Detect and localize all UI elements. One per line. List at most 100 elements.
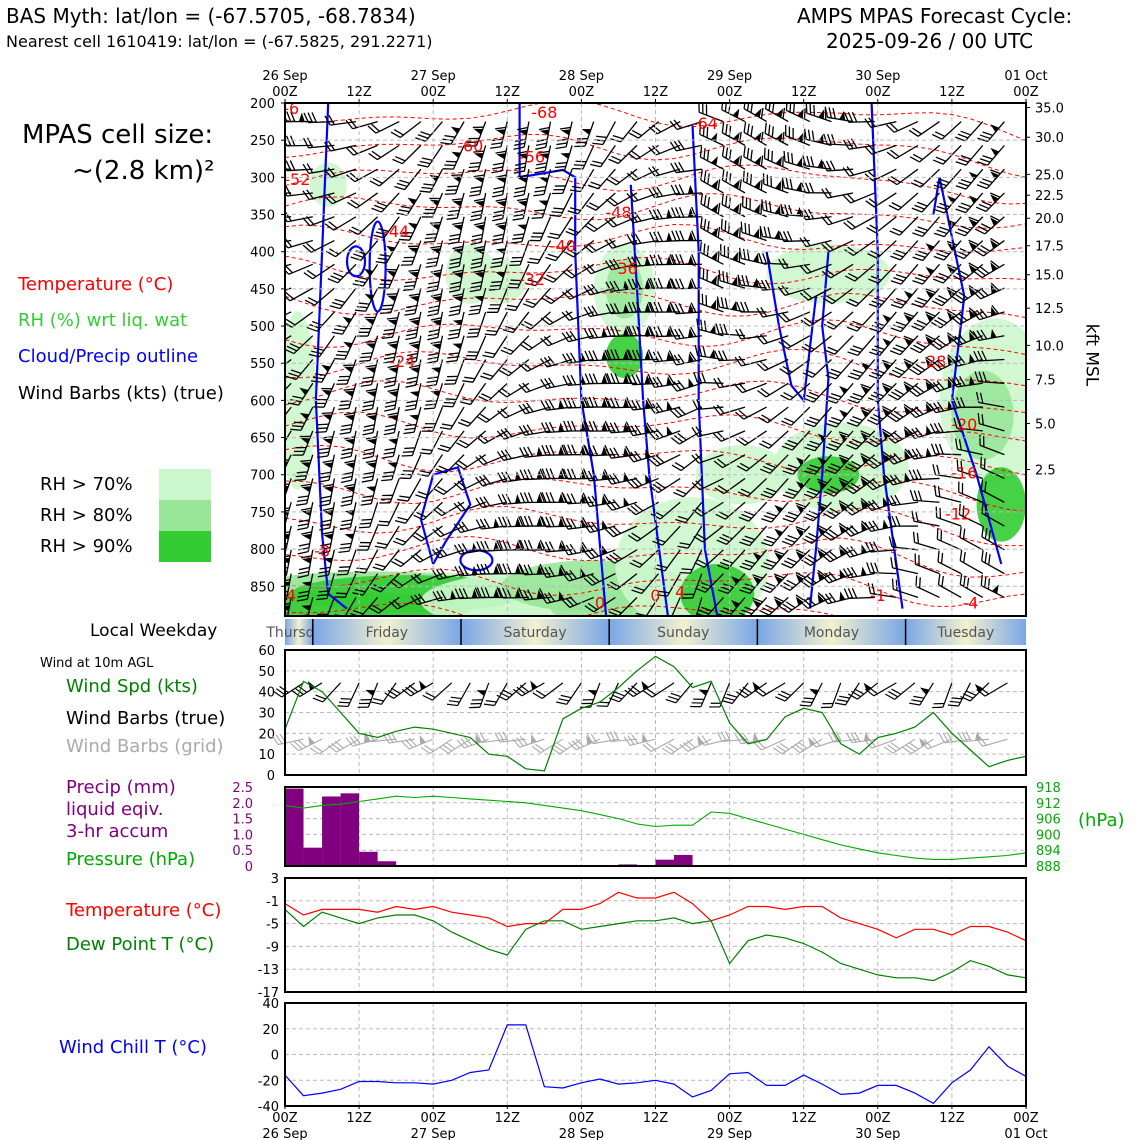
temperature-label: -16 xyxy=(951,463,977,482)
barb-flag xyxy=(561,332,569,343)
barb-flag xyxy=(652,403,660,413)
nearest-cell-subtitle: Nearest cell 1610419: lat/lon = (-67.582… xyxy=(6,32,433,51)
barb-flag xyxy=(544,295,555,302)
barb-shaft xyxy=(685,501,703,524)
barb-flag xyxy=(545,256,556,262)
barb-flag xyxy=(689,351,697,362)
barb-flag xyxy=(968,216,979,222)
wind-barb xyxy=(442,383,465,408)
barb-flag xyxy=(648,431,657,441)
barb-flag xyxy=(724,195,728,207)
wind-barb xyxy=(292,430,314,456)
barb-shaft xyxy=(812,359,832,378)
barb-flag xyxy=(417,164,429,168)
barb-flag xyxy=(358,526,370,529)
barb-flag xyxy=(981,550,984,562)
wind-barb xyxy=(442,145,465,170)
barb-shaft xyxy=(285,478,292,504)
wind-barb xyxy=(417,145,444,168)
barb-pennant xyxy=(388,343,398,350)
barb-shaft xyxy=(457,682,471,706)
barb-flag xyxy=(830,463,841,469)
barb-shaft xyxy=(535,263,552,286)
wind-barb xyxy=(302,239,335,253)
pressure-unit-label: (hPa) xyxy=(1078,810,1125,831)
barb-shaft xyxy=(650,738,675,752)
top-hour-label: 12Z xyxy=(495,85,521,100)
barb-pennant xyxy=(558,493,565,503)
barb-flag xyxy=(799,265,808,274)
barb-pennant xyxy=(731,276,738,286)
wind-barb-grid xyxy=(734,732,767,745)
barb-flag xyxy=(849,395,861,401)
barb-shaft xyxy=(764,157,789,170)
barb-flag xyxy=(913,322,925,329)
barb-shaft xyxy=(979,423,1005,432)
barb-flag xyxy=(287,402,299,406)
barb-flag xyxy=(821,554,831,563)
barb-flag xyxy=(958,158,969,163)
barb-flag xyxy=(652,540,663,546)
barb-flag xyxy=(609,447,616,458)
barb-flag xyxy=(385,400,397,404)
barb-shaft xyxy=(808,287,832,301)
barb-flag xyxy=(581,702,593,705)
barb-flag xyxy=(794,743,804,752)
barb-flag xyxy=(470,213,482,218)
barb-flag xyxy=(294,478,306,482)
barb-flag xyxy=(445,398,457,401)
barb-flag xyxy=(933,422,940,434)
top-date-label: 27 Sep xyxy=(411,69,456,84)
barb-flag xyxy=(717,484,728,492)
barb-shaft xyxy=(892,567,919,575)
barb-shaft xyxy=(360,596,379,616)
pressure-tick-label: 200 xyxy=(250,97,275,112)
barb-shaft xyxy=(813,406,832,428)
barb-flag xyxy=(912,127,922,135)
barb-flag xyxy=(889,474,898,485)
barb-shaft xyxy=(341,311,357,335)
wind-barb xyxy=(524,263,552,287)
barb-flag xyxy=(699,123,702,135)
barb-pennant xyxy=(752,681,761,691)
barb-pennant xyxy=(343,366,354,373)
barb-flag xyxy=(976,184,988,190)
wind-barb xyxy=(867,240,897,259)
barb-flag xyxy=(734,734,742,745)
barb-shaft xyxy=(437,288,444,314)
barb-pennant xyxy=(817,526,826,536)
barb-flag xyxy=(423,426,435,429)
barb-flag xyxy=(381,308,393,311)
barb-pennant xyxy=(754,132,762,142)
barb-flag xyxy=(947,376,956,386)
barb-flag xyxy=(632,559,643,566)
barb-flag xyxy=(471,281,483,285)
barb-flag xyxy=(648,167,656,177)
wind-barb xyxy=(533,169,552,197)
barb-flag xyxy=(938,272,949,278)
barb-pennant xyxy=(754,180,761,190)
barb-flag xyxy=(442,405,453,408)
barb-flag xyxy=(439,546,448,556)
barb-flag xyxy=(801,559,812,567)
barb-flag xyxy=(496,587,502,598)
barb-flag xyxy=(809,440,821,446)
barb-pennant xyxy=(687,231,694,241)
barb-shaft xyxy=(920,168,941,188)
barb-flag xyxy=(895,515,901,527)
wind-barb-true xyxy=(496,682,527,701)
barb-flag xyxy=(936,181,947,187)
barb-flag xyxy=(324,141,332,152)
barb-pennant xyxy=(774,575,783,584)
barb-shaft xyxy=(504,430,530,440)
barb-flag xyxy=(319,447,330,451)
barb-flag xyxy=(831,731,838,742)
barb-pennant xyxy=(795,573,804,583)
barb-flag xyxy=(626,426,634,437)
barb-flag xyxy=(407,245,419,248)
barb-flag xyxy=(300,483,312,487)
barb-flag xyxy=(371,150,382,158)
wind-barb xyxy=(864,519,897,532)
barb-flag xyxy=(864,739,873,749)
barb-pennant xyxy=(709,348,716,359)
